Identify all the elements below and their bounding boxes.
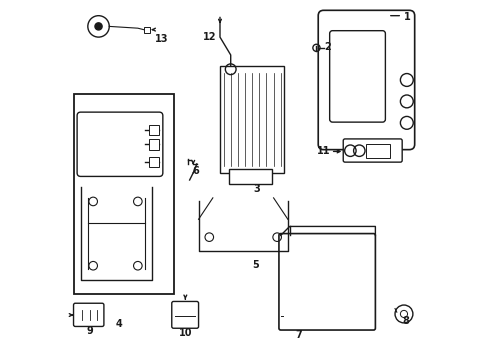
FancyBboxPatch shape: [343, 139, 402, 162]
FancyBboxPatch shape: [318, 10, 415, 150]
Bar: [367, 144, 390, 158]
Text: 2: 2: [324, 42, 331, 52]
FancyBboxPatch shape: [74, 303, 104, 327]
Bar: [229, 169, 272, 184]
Text: 3: 3: [253, 184, 260, 194]
Text: 13: 13: [155, 33, 169, 44]
Text: 1: 1: [404, 13, 411, 22]
FancyBboxPatch shape: [330, 31, 386, 122]
Text: 5: 5: [252, 260, 259, 270]
Bar: [148, 139, 159, 150]
Bar: [144, 27, 149, 33]
Bar: [148, 125, 159, 135]
Bar: [148, 157, 159, 167]
Bar: [220, 66, 284, 173]
Text: 12: 12: [203, 32, 217, 42]
FancyBboxPatch shape: [77, 112, 163, 176]
Text: 8: 8: [402, 316, 409, 327]
Text: 9: 9: [86, 327, 93, 337]
Circle shape: [95, 23, 102, 30]
Bar: [74, 94, 173, 294]
Text: 7: 7: [295, 330, 302, 340]
Text: 10: 10: [178, 328, 192, 338]
Text: 11: 11: [317, 147, 330, 157]
Text: 4: 4: [116, 319, 122, 329]
FancyBboxPatch shape: [172, 301, 198, 328]
Text: 6: 6: [193, 166, 199, 176]
FancyBboxPatch shape: [279, 234, 375, 330]
